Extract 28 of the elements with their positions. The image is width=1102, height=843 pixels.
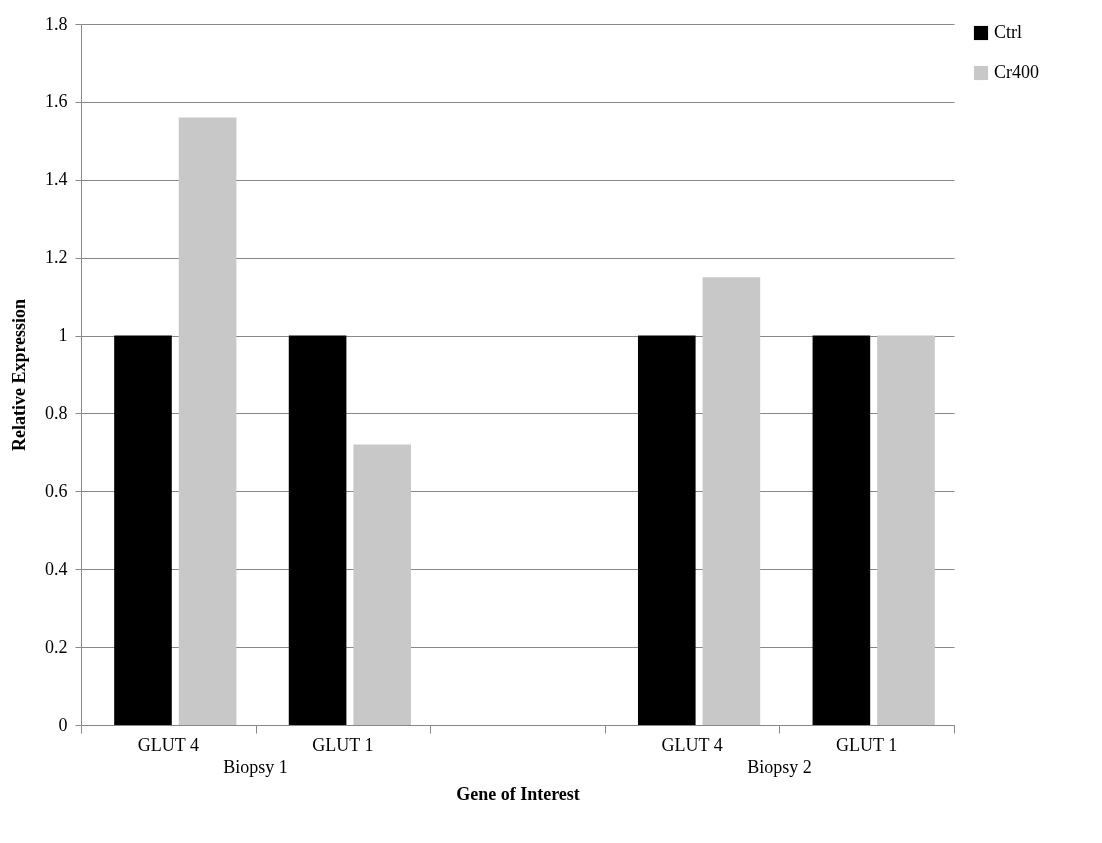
bar (637, 335, 696, 725)
y-tick-label: 1 (58, 325, 68, 346)
bar (288, 335, 347, 725)
y-tick-label: 1.4 (45, 169, 68, 190)
bar (877, 335, 935, 725)
legend-label: Cr400 (994, 62, 1039, 82)
x-tick-label: GLUT 1 (312, 735, 374, 755)
y-tick-label: 1.2 (45, 247, 68, 268)
y-axis-title: Relative Expression (9, 298, 29, 452)
y-tick-label: 0.2 (45, 636, 68, 657)
text: Biopsy 1 (223, 757, 288, 777)
bar (702, 277, 761, 725)
y-tick-label: 1.8 (45, 13, 68, 34)
x-tick-label: GLUT 1 (836, 735, 898, 755)
x-axis-title: Gene of Interest (456, 784, 580, 804)
legend-label: Ctrl (994, 22, 1023, 42)
bar (353, 444, 411, 725)
bar (812, 335, 871, 725)
x-tick-label: GLUT 4 (137, 735, 199, 755)
y-tick-label: 1.6 (45, 91, 68, 112)
bar (178, 117, 237, 725)
y-tick-label: 0 (58, 714, 68, 735)
text: Biopsy 2 (747, 757, 812, 777)
bar (114, 335, 172, 725)
y-tick-label: 0.6 (45, 480, 68, 501)
y-tick-label: 0.4 (45, 558, 68, 579)
y-tick-label: 0.8 (45, 402, 68, 423)
x-tick-label: GLUT 4 (661, 735, 723, 755)
